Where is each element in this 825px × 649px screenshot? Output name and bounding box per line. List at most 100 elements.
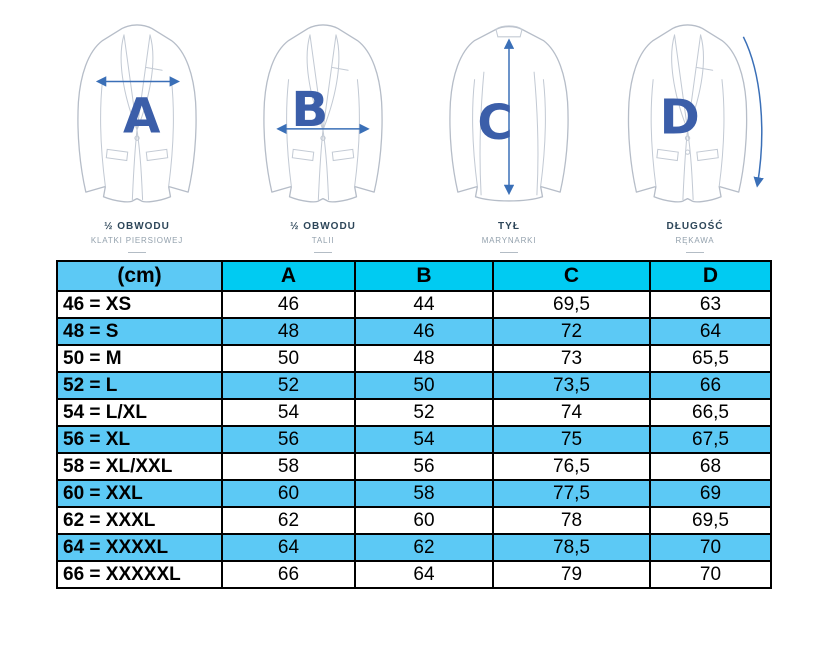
header-a: A [221,260,356,292]
value-d: 66 [649,371,772,400]
caption-sleeve: DŁUGOŚĆ RĘKAWA [666,220,724,254]
value-b: 62 [354,533,494,562]
size-label: 64 = XXXXL [56,533,223,562]
size-label: 46 = XS [56,290,223,319]
jacket-front-waist-diagram: B [263,24,383,203]
value-b: 52 [354,398,494,427]
value-a: 46 [221,290,356,319]
size-label: 52 = L [56,371,223,400]
measure-letter-a: A [123,89,161,145]
value-d: 69 [649,479,772,508]
size-label: 54 = L/XL [56,398,223,427]
size-label: 56 = XL [56,425,223,454]
table-header-row: (cm) A B C D [56,260,772,292]
value-c: 77,5 [492,479,651,508]
caption-chest-line1: ½ OBWODU [104,221,170,232]
value-a: 56 [221,425,356,454]
value-a: 50 [221,344,356,373]
value-b: 50 [354,371,494,400]
table-row: 56 = XL 56 54 75 67,5 [56,425,772,454]
caption-waist-line2: TALII [311,235,335,245]
size-label: 62 = XXXL [56,506,223,535]
table-row: 66 = XXXXXL 66 64 79 70 [56,560,772,589]
table-row: 46 = XS 46 44 69,5 63 [56,290,772,319]
value-d: 68 [649,452,772,481]
measurement-figures: A ½ OBWODU KLATKI PIERSIOWEJ B ½ OBWOD [0,0,825,256]
value-b: 54 [354,425,494,454]
jacket-front-sleeve-diagram: D [627,24,764,203]
value-d: 70 [649,560,772,589]
figure-chest: A ½ OBWODU KLATKI PIERSIOWEJ [44,16,230,256]
size-label: 66 = XXXXXL [56,560,223,589]
value-d: 63 [649,290,772,319]
value-b: 46 [354,317,494,346]
value-a: 54 [221,398,356,427]
caption-chest-line2: KLATKI PIERSIOWEJ [90,235,184,245]
table-row: 62 = XXXL 62 60 78 69,5 [56,506,772,535]
table-row: 48 = S 48 46 72 64 [56,317,772,346]
value-a: 60 [221,479,356,508]
caption-back: TYŁ MARYNARKI [481,220,537,254]
value-a: 52 [221,371,356,400]
value-b: 56 [354,452,494,481]
caption-back-line1: TYŁ [498,221,520,232]
size-label: 60 = XXL [56,479,223,508]
header-d: D [649,260,772,292]
table-row: 50 = M 50 48 73 65,5 [56,344,772,373]
value-c: 78 [492,506,651,535]
table-row: 54 = L/XL 54 52 74 66,5 [56,398,772,427]
value-d: 70 [649,533,772,562]
sleeve-length-arrow [742,36,764,188]
value-d: 64 [649,317,772,346]
table-row: 60 = XXL 60 58 77,5 69 [56,479,772,508]
value-c: 79 [492,560,651,589]
size-chart-table: (cm) A B C D 46 = XS 46 44 69,5 63 48 = … [56,260,772,589]
value-d: 67,5 [649,425,772,454]
value-c: 74 [492,398,651,427]
value-b: 58 [354,479,494,508]
value-d: 69,5 [649,506,772,535]
measure-letter-c: C [477,95,513,151]
caption-chest: ½ OBWODU KLATKI PIERSIOWEJ [90,220,184,254]
value-b: 44 [354,290,494,319]
value-a: 48 [221,317,356,346]
caption-dash [686,252,704,254]
caption-dash [314,252,332,254]
value-c: 73,5 [492,371,651,400]
figure-back-length: C TYŁ MARYNARKI [416,16,602,256]
value-a: 62 [221,506,356,535]
caption-waist: ½ OBWODU TALII [290,220,356,254]
figure-sleeve-length: D DŁUGOŚĆ RĘKAWA [602,16,788,256]
value-d: 65,5 [649,344,772,373]
value-c: 73 [492,344,651,373]
caption-dash [500,252,518,254]
header-cm: (cm) [56,260,223,292]
value-a: 66 [221,560,356,589]
size-label: 50 = M [56,344,223,373]
value-c: 76,5 [492,452,651,481]
value-b: 48 [354,344,494,373]
value-b: 60 [354,506,494,535]
value-c: 78,5 [492,533,651,562]
measure-letter-d: D [660,90,700,146]
caption-sleeve-line1: DŁUGOŚĆ [666,221,724,232]
value-c: 75 [492,425,651,454]
value-a: 58 [221,452,356,481]
value-a: 64 [221,533,356,562]
table-row: 58 = XL/XXL 58 56 76,5 68 [56,452,772,481]
value-c: 69,5 [492,290,651,319]
header-c: C [492,260,651,292]
header-b: B [354,260,494,292]
figure-waist: B ½ OBWODU TALII [230,16,416,256]
caption-back-line2: MARYNARKI [481,235,537,245]
jacket-back-diagram: C [449,25,569,202]
value-d: 66,5 [649,398,772,427]
table-row: 52 = L 52 50 73,5 66 [56,371,772,400]
measure-letter-b: B [291,82,328,138]
value-b: 64 [354,560,494,589]
caption-dash [127,252,146,254]
value-c: 72 [492,317,651,346]
caption-waist-line1: ½ OBWODU [290,221,356,232]
jacket-front-chest-diagram: A [77,24,197,203]
size-label: 58 = XL/XXL [56,452,223,481]
